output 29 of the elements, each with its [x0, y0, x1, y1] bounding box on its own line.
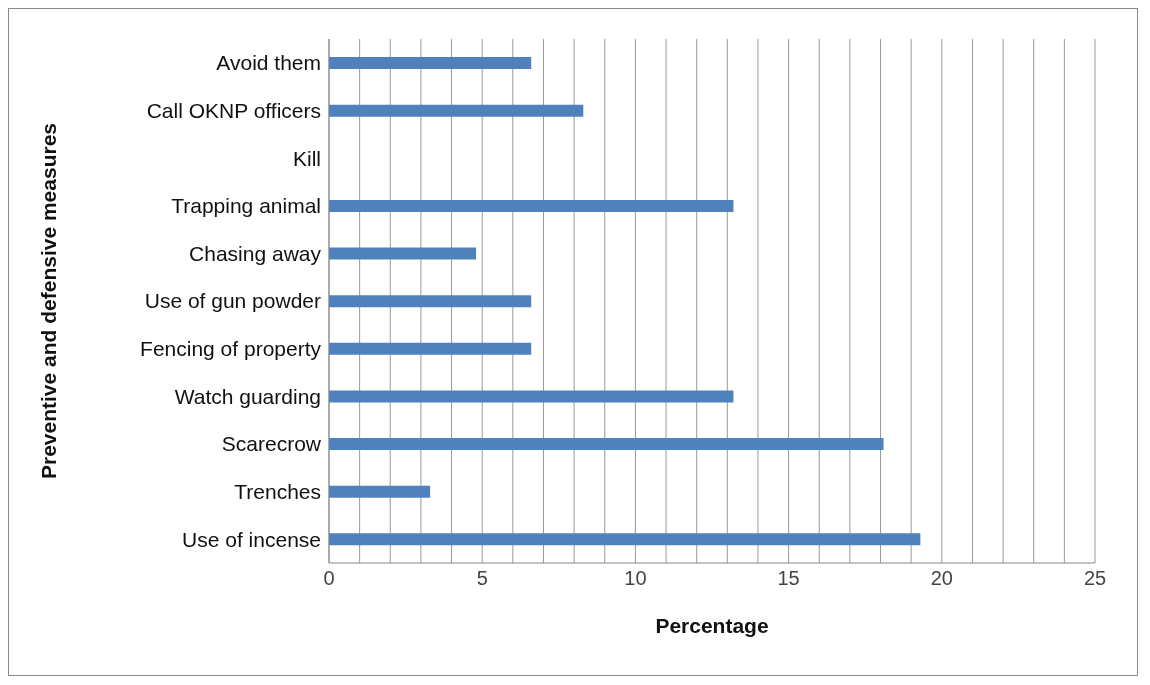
x-tick-label: 5 — [476, 567, 488, 590]
bar — [329, 438, 884, 451]
bar — [329, 342, 532, 355]
y-tick-label: Use of gun powder — [144, 289, 321, 313]
y-tick-label: Avoid them — [216, 51, 321, 75]
y-tick-label: Trenches — [234, 480, 321, 503]
y-tick-label: Scarecrow — [221, 432, 322, 456]
x-tick-label: 10 — [624, 567, 647, 590]
bar — [329, 295, 532, 308]
y-tick-label: Trapping animal — [171, 194, 321, 218]
y-axis-title: Preventive and defensive measures — [37, 122, 61, 480]
bar — [329, 57, 532, 69]
x-axis-title: Percentage — [655, 614, 769, 637]
x-tick-label: 20 — [930, 567, 953, 590]
bar — [329, 485, 431, 498]
bar — [329, 533, 921, 546]
y-tick-label: Kill — [292, 146, 321, 170]
y-tick-label: Watch guarding — [174, 384, 321, 408]
x-tick-label: 0 — [323, 567, 335, 590]
y-tick-label: Fencing of property — [140, 337, 322, 361]
x-tick-label: 15 — [777, 567, 800, 590]
x-tick-label: 25 — [1083, 567, 1107, 590]
y-tick-label: Chasing away — [189, 241, 322, 265]
bar — [329, 390, 734, 403]
bar — [329, 247, 477, 260]
bar — [329, 104, 584, 117]
y-tick-label: Use of incense — [182, 527, 321, 551]
y-tick-label: Call OKNP officers — [146, 98, 321, 122]
bar — [329, 199, 734, 212]
